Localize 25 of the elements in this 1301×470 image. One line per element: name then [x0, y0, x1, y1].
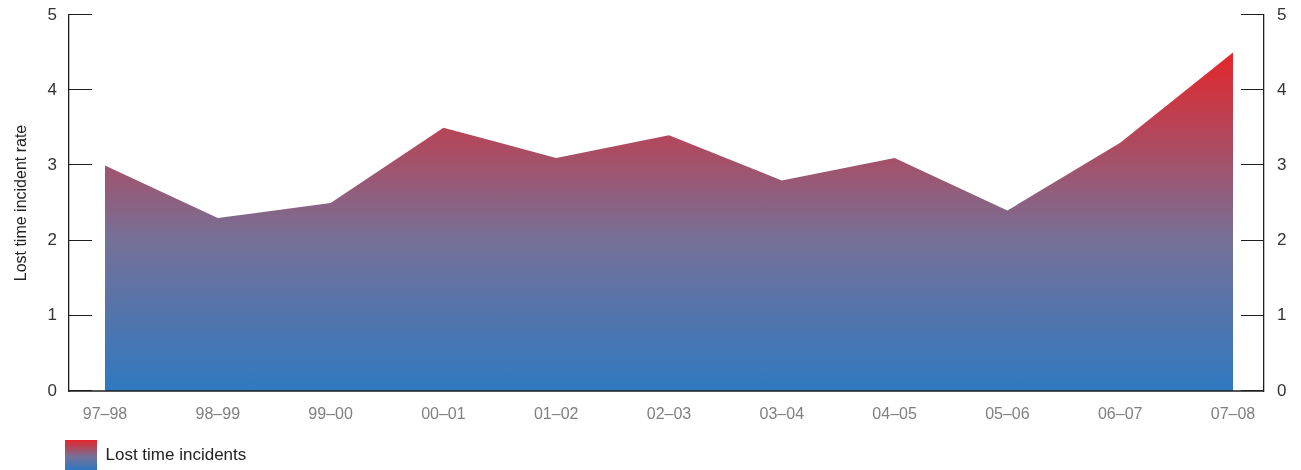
- y-tick-label: 5: [47, 4, 57, 24]
- y-tick-label: 3: [47, 155, 57, 175]
- x-tick-label: 07–08: [1210, 405, 1256, 423]
- x-tick-label: 03–04: [759, 405, 805, 423]
- y-tick-label: 4: [47, 79, 57, 99]
- y-tick-label: 2: [47, 230, 57, 250]
- y-tick-label: 1: [47, 305, 57, 325]
- x-tick-label: 01–02: [533, 405, 579, 423]
- x-tick-label: 02–03: [646, 405, 692, 423]
- y2-tick-label: 4: [1277, 79, 1287, 99]
- y2-tick-label: 2: [1277, 230, 1287, 250]
- y-tick-label: 0: [47, 380, 57, 400]
- x-tick-label: 04–05: [872, 405, 917, 423]
- y2-tick-label: 3: [1277, 155, 1287, 175]
- x-tick-label: 00–01: [421, 405, 466, 423]
- y-axis-title: Lost time incident rate: [12, 124, 30, 282]
- y2-tick-label: 5: [1277, 4, 1287, 24]
- y2-tick-label: 0: [1277, 380, 1287, 400]
- x-tick-label: 97–98: [82, 405, 128, 423]
- y2-tick-label: 1: [1277, 305, 1287, 325]
- x-tick-label: 05–06: [985, 405, 1030, 423]
- legend-label: Lost time incidents: [105, 444, 247, 464]
- x-tick-label: 99–00: [308, 405, 353, 423]
- x-tick-label: 98–99: [195, 405, 241, 423]
- x-tick-label: 06–07: [1097, 405, 1143, 423]
